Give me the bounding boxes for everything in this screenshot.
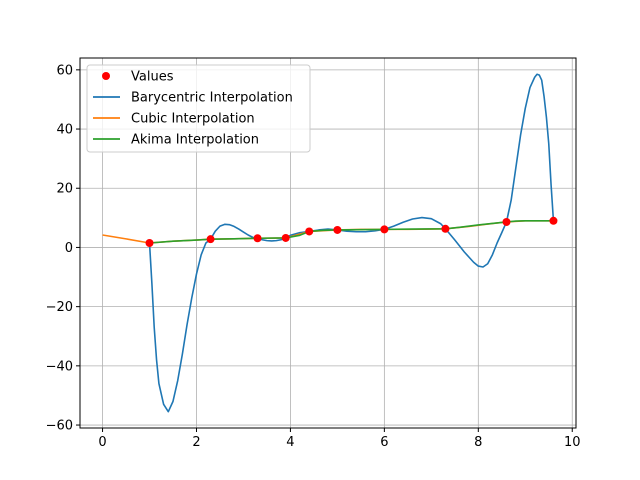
legend: Values Barycentric Interpolation Cubic Int…: [86, 64, 311, 153]
value-point: [253, 234, 262, 243]
legend-item-barycentric-interpolation: Barycentric Interpolation: [93, 91, 293, 106]
legend-label: Akima Interpolation: [131, 133, 259, 148]
value-point: [206, 235, 215, 244]
x-tick-label: 10: [564, 435, 581, 450]
plot-series-group: [102, 73, 558, 413]
legend-label: Barycentric Interpolation: [131, 91, 293, 106]
legend-marker: [102, 72, 110, 80]
x-tick-label: 2: [192, 435, 200, 450]
value-point: [145, 239, 154, 247]
y-tick-label: −40: [46, 359, 73, 374]
value-points: [145, 216, 558, 247]
y-tick-label: 0: [65, 241, 73, 256]
axes-frame: [79, 57, 577, 429]
x-tick-label: 6: [380, 435, 388, 450]
value-point: [380, 225, 389, 234]
value-point: [441, 224, 450, 233]
x-tick-label: 8: [474, 435, 482, 450]
y-tick-label: 60: [56, 63, 73, 78]
x-tick-label: 0: [98, 435, 106, 450]
y-tick-label: −60: [46, 419, 73, 434]
legend-box: [86, 64, 311, 153]
y-tick-label: 20: [56, 182, 73, 197]
legend-item-values: Values: [102, 70, 174, 85]
x-axis-ticks: 0 2 4 6 8 10: [98, 428, 581, 450]
value-point: [549, 216, 558, 225]
legend-item-akima-interpolation: Akima Interpolation: [93, 133, 259, 148]
y-axis-ticks: −60 −40 −20 0 20 40 60: [46, 63, 80, 434]
value-point: [502, 217, 511, 226]
y-tick-label: −20: [46, 300, 73, 315]
legend-label: Values: [131, 70, 174, 85]
value-point: [333, 225, 342, 234]
legend-item-cubic-interpolation: Cubic Interpolation: [93, 112, 255, 127]
value-point: [281, 233, 290, 242]
y-tick-label: 40: [56, 123, 73, 138]
x-tick-label: 4: [286, 435, 294, 450]
value-point: [305, 227, 314, 236]
legend-label: Cubic Interpolation: [131, 112, 255, 127]
